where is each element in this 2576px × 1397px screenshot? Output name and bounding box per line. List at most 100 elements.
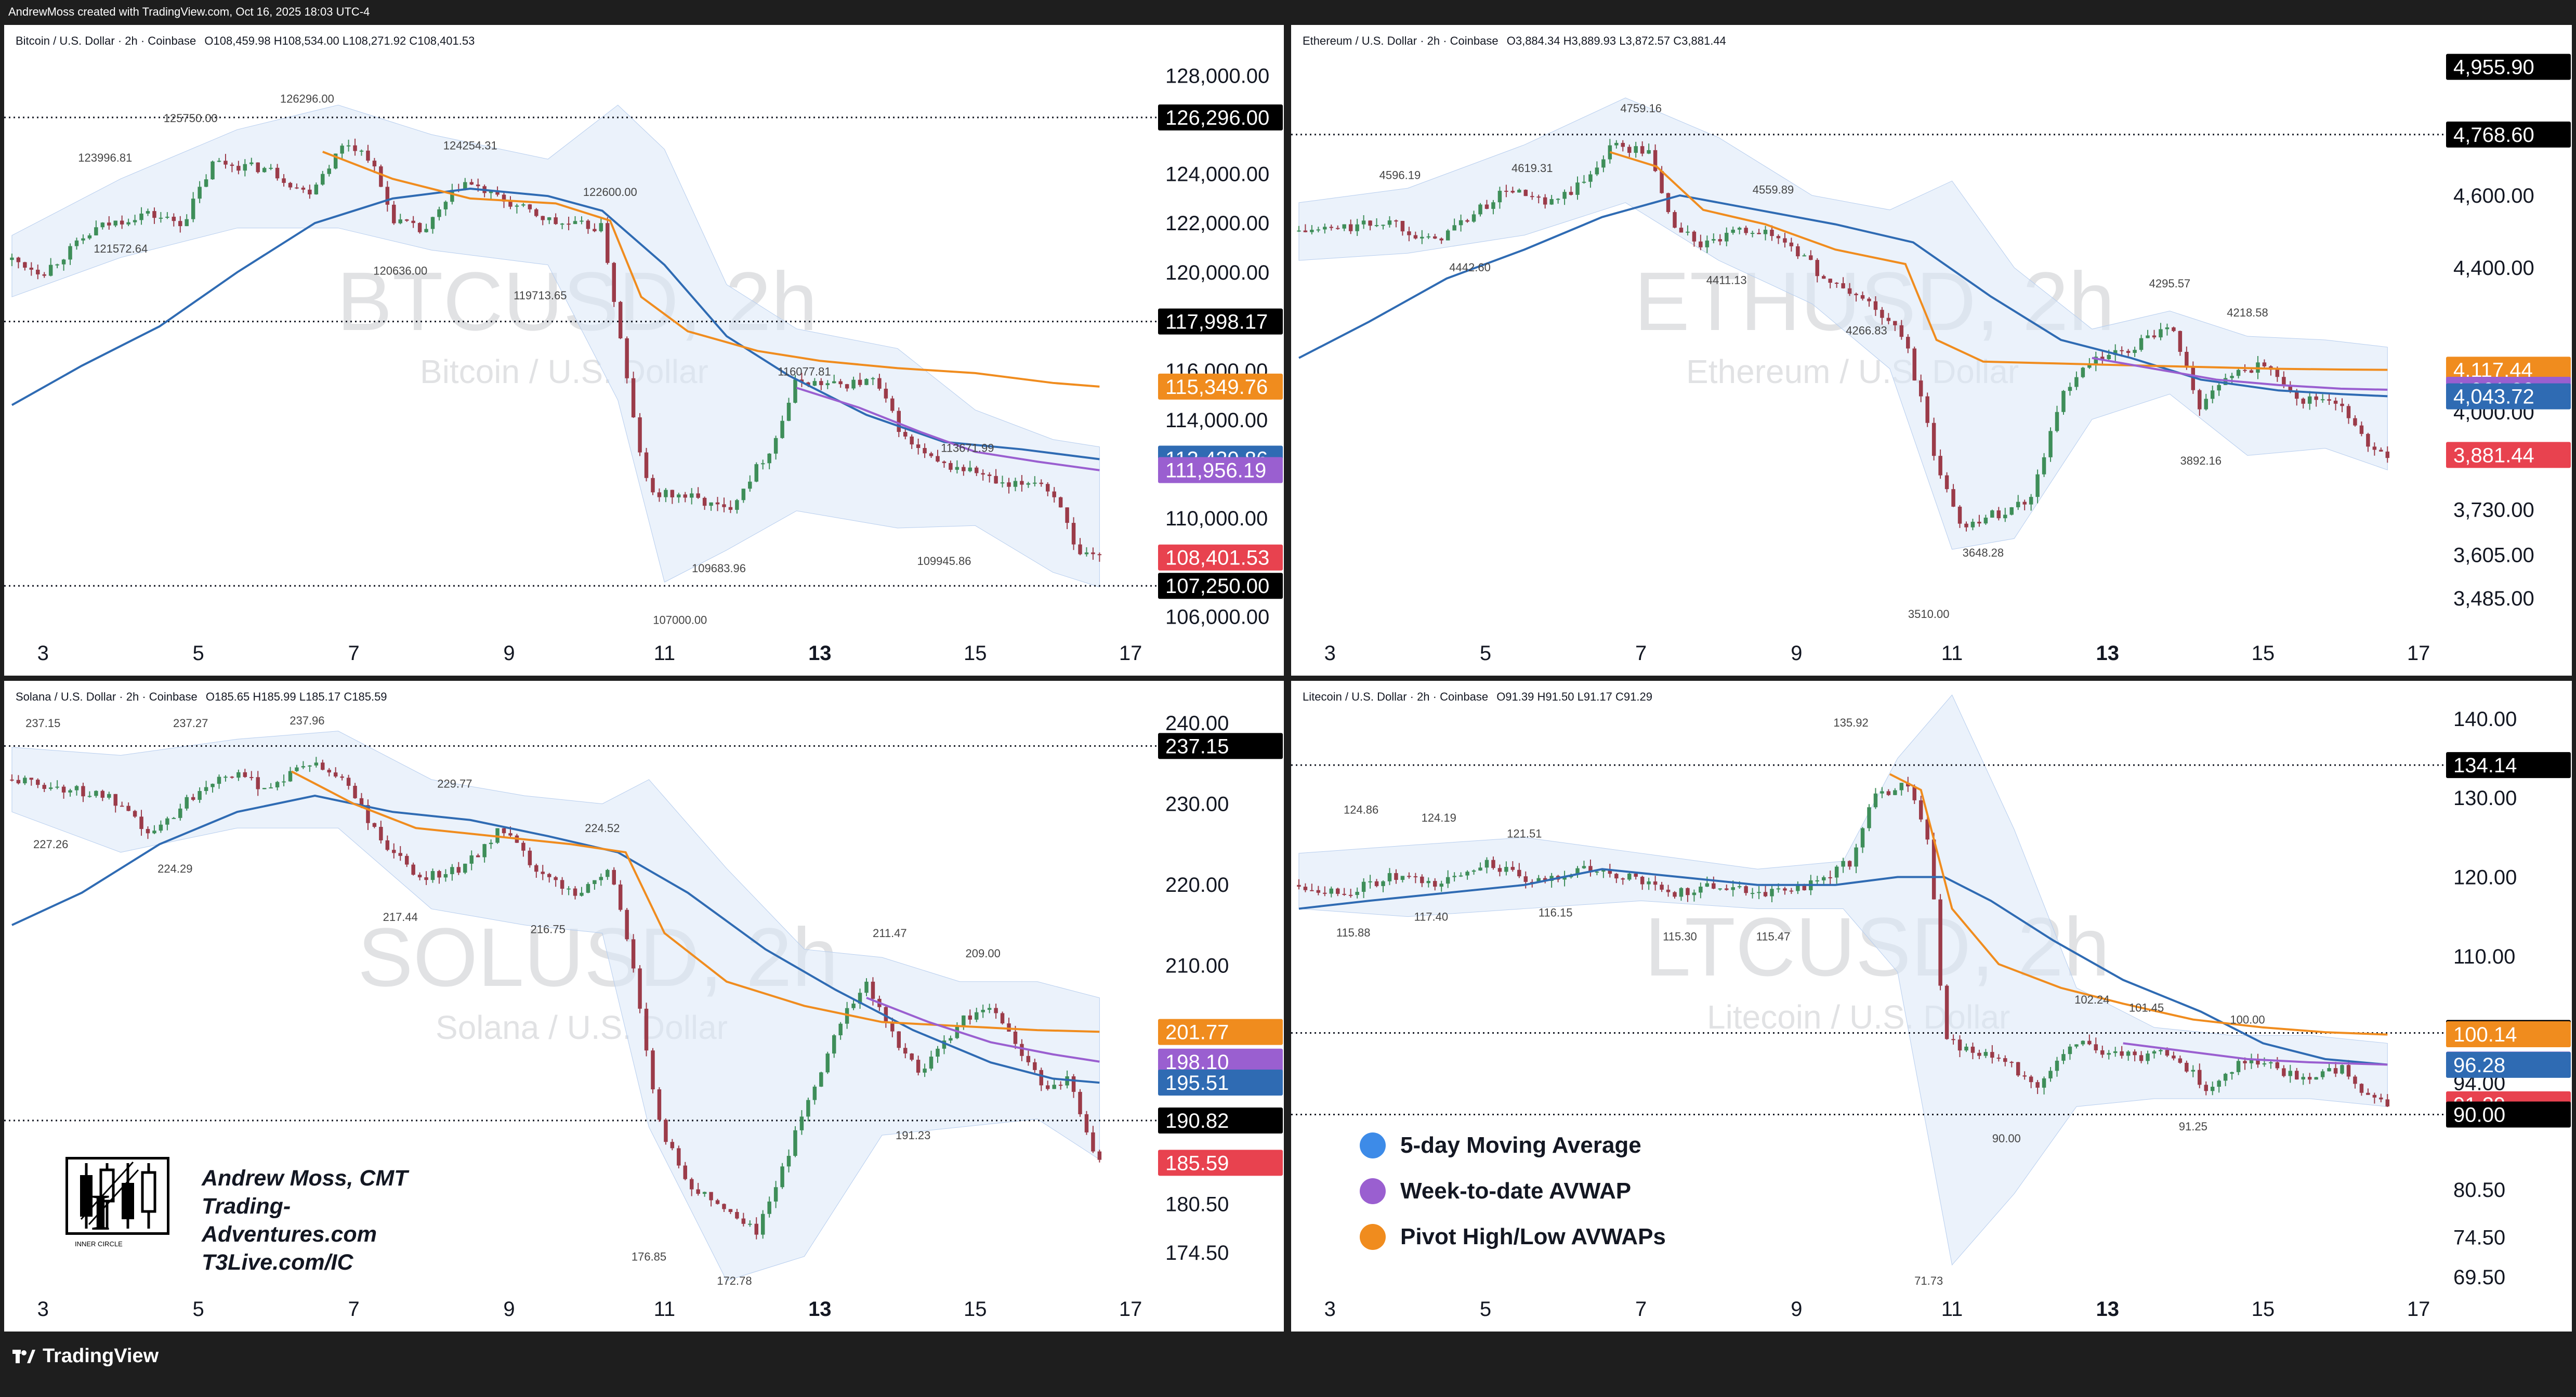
candle-body	[2385, 1099, 2390, 1106]
x-tick-label: 11	[1941, 642, 1963, 665]
candle-body	[2236, 1061, 2241, 1072]
candle-body	[702, 497, 707, 506]
candle-body	[146, 829, 150, 834]
candle-body	[1880, 791, 1884, 794]
candle-body	[249, 777, 254, 779]
price-label-box	[2446, 752, 2571, 779]
candle-body	[469, 855, 474, 864]
candle-body	[178, 808, 182, 818]
ohlc-low: L185.17	[299, 690, 341, 703]
candle-body	[295, 767, 299, 771]
y-tick-label: 240.00	[1165, 712, 1229, 735]
inner-circle-logo-icon: I INNER CIRCLE	[75, 1161, 139, 1248]
candle-body	[2016, 1062, 2020, 1076]
eth-chart-panel[interactable]: ETHUSD, 2h Ethereum / U.S. Dollar 4596.1…	[1291, 25, 2572, 676]
candle-body	[1815, 260, 1819, 276]
candle-body	[2275, 1062, 2280, 1069]
candle-body	[476, 855, 480, 858]
candle-body	[1445, 230, 1450, 241]
x-tick-label: 17	[1119, 642, 1142, 665]
candle-body	[702, 1192, 707, 1194]
candle-body	[560, 880, 564, 889]
candle-body	[1699, 886, 1703, 893]
price-label: 90.00	[2446, 1101, 2571, 1128]
candle-body	[230, 776, 234, 778]
sol-chart-panel[interactable]: SOLUSD, 2h Solana / U.S. Dollar 237.15 23…	[4, 681, 1284, 1332]
candle-body	[372, 823, 377, 827]
pivot-label: 116077.81	[778, 365, 831, 378]
candle-body	[773, 438, 778, 454]
candle-body	[1614, 874, 1619, 879]
tradingview-logo[interactable]: TradingView	[12, 1345, 159, 1367]
candle-body	[2295, 390, 2299, 399]
price-label-text: 108,401.53	[1165, 547, 1269, 570]
candle-body	[178, 221, 182, 227]
candle-body	[392, 850, 396, 853]
candle-body	[1783, 888, 1787, 891]
candle-body	[541, 872, 545, 874]
y-tick-label: 140.00	[2453, 708, 2517, 731]
candle-body	[55, 786, 59, 788]
candle-body	[1724, 232, 1729, 242]
price-label-box	[2446, 357, 2571, 383]
candle-body	[2048, 431, 2053, 457]
candle-body	[2133, 350, 2137, 353]
candle-body	[366, 805, 370, 823]
candle-body	[2100, 357, 2105, 360]
candle-body	[2249, 370, 2254, 373]
candle-body	[107, 222, 111, 226]
price-label-box	[2446, 54, 2571, 80]
candle-body	[1355, 224, 1359, 231]
candle-body	[1543, 878, 1547, 881]
candle-body	[1381, 225, 1385, 226]
candle-body	[1802, 255, 1807, 257]
candle-body	[126, 806, 130, 811]
candle-body	[463, 182, 467, 190]
candle-body	[2185, 351, 2189, 366]
pivot-label: 90.00	[1992, 1132, 2021, 1145]
candle-body	[864, 981, 869, 993]
candle-body	[2172, 1056, 2176, 1059]
candle-body	[528, 850, 532, 865]
price-label-text: 107,250.00	[1165, 575, 1269, 598]
ohlc-open: O108,459.98	[204, 34, 271, 47]
candle-body	[1078, 1091, 1082, 1114]
x-tick-label: 15	[964, 642, 987, 665]
candle-body	[2340, 403, 2344, 406]
candle-body	[2359, 425, 2364, 434]
candle-body	[1906, 337, 1910, 349]
author-name: Andrew Moss, CMT	[202, 1166, 408, 1191]
candle-body	[1686, 888, 1690, 895]
candle-body	[1841, 283, 1845, 288]
candle-body	[2307, 1077, 2312, 1080]
candle-body	[385, 840, 390, 850]
candle-body	[1303, 887, 1308, 890]
candle-body	[508, 833, 512, 836]
chart-header: AndrewMoss created with TradingView.com,…	[8, 5, 370, 18]
price-label-text: 100.14	[2453, 1023, 2517, 1046]
candle-body	[677, 494, 681, 497]
candle-body	[709, 502, 713, 506]
candle-body	[1458, 875, 1463, 877]
candle-body	[1925, 396, 1929, 423]
candle-body	[2081, 367, 2085, 377]
candle-body	[987, 475, 992, 476]
candle-body	[1964, 523, 1968, 528]
candle-body	[1097, 1151, 1102, 1160]
candle-body	[185, 797, 189, 809]
candle-body	[910, 1053, 914, 1060]
candle-body	[2068, 1046, 2072, 1055]
candle-body	[1084, 1114, 1089, 1132]
price-label: 201.77	[1158, 1019, 1283, 1045]
candle-body	[2269, 1062, 2273, 1064]
candle-body	[786, 402, 791, 421]
ltc-chart-panel[interactable]: LTCUSD, 2h Litecoin / U.S. Dollar 124.86…	[1291, 681, 2572, 1332]
candle-body	[204, 787, 208, 791]
price-label-box	[1158, 457, 1283, 483]
candle-body	[2087, 1040, 2092, 1045]
btc-chart-panel[interactable]: BTCUSD, 2h Bitcoin / U.S. Dollar 123996.…	[4, 25, 1284, 676]
candle-body	[1970, 521, 1975, 528]
candle-body	[1802, 885, 1807, 890]
price-label: 117,998.17	[1158, 308, 1283, 335]
candle-body	[929, 453, 934, 456]
